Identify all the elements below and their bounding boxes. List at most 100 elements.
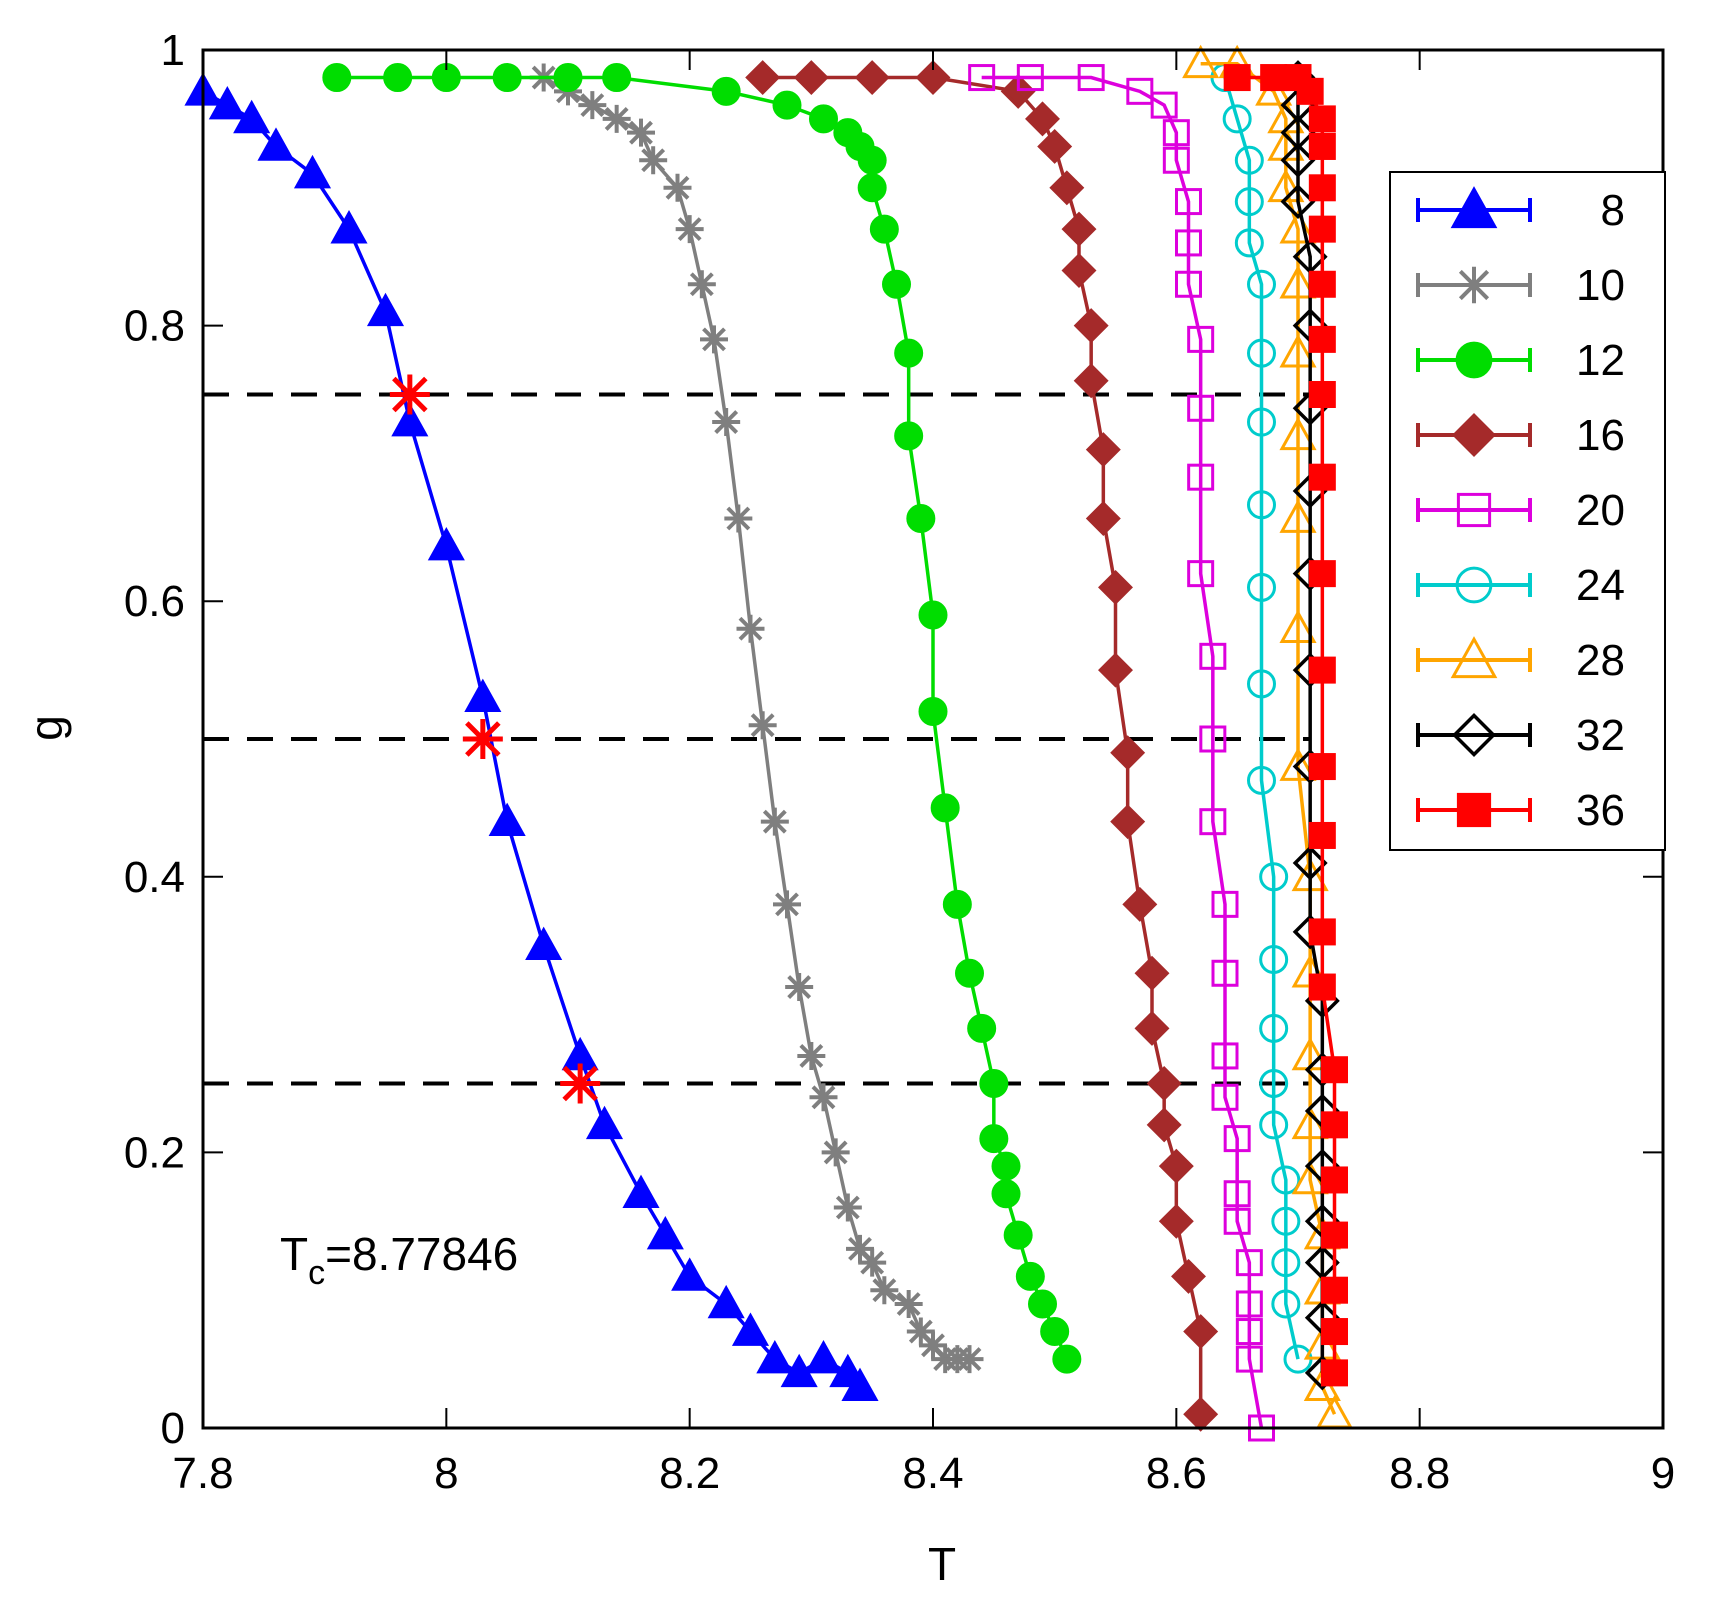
legend-label: 36 — [1576, 786, 1625, 835]
data-point — [967, 1013, 997, 1043]
data-point — [622, 1174, 660, 1209]
data-point — [1234, 187, 1264, 217]
data-point — [1296, 77, 1324, 105]
data-point — [809, 1083, 838, 1112]
data-point — [1126, 77, 1154, 105]
data-point — [731, 1312, 770, 1346]
critical-temperature-annotation: Tc=8.77846 — [280, 1228, 518, 1292]
data-point — [858, 1248, 887, 1277]
data-point — [1171, 1258, 1206, 1294]
data-point — [1308, 215, 1336, 243]
series-10 — [529, 63, 984, 1374]
data-point — [773, 890, 801, 919]
highlight-star — [462, 719, 503, 759]
data-point — [919, 1331, 947, 1360]
data-point — [906, 504, 936, 534]
legend-label: 20 — [1576, 486, 1625, 535]
legend-entry-36: 36 — [1416, 786, 1625, 835]
x-tick-label: 8.6 — [1146, 1449, 1207, 1498]
x-tick-label: 8 — [434, 1449, 458, 1498]
data-point — [712, 408, 741, 437]
data-point — [1199, 808, 1227, 836]
x-tick-label: 8.4 — [902, 1449, 963, 1498]
data-point — [906, 1317, 935, 1346]
legend-label: 16 — [1576, 411, 1625, 460]
data-point — [1211, 1083, 1239, 1111]
data-point — [1175, 188, 1202, 216]
series-line — [1223, 77, 1300, 1360]
data-point — [894, 421, 924, 451]
data-point — [745, 60, 781, 96]
data-point — [1223, 1180, 1251, 1208]
data-point — [1085, 501, 1121, 536]
legend-entry-24: 24 — [1416, 561, 1625, 610]
data-point — [1308, 381, 1336, 408]
data-point — [585, 1105, 624, 1140]
series-24 — [1210, 63, 1313, 1374]
data-point — [492, 63, 522, 93]
data-point — [1146, 1107, 1182, 1143]
data-point — [1279, 609, 1317, 644]
data-point — [1211, 1042, 1239, 1070]
data-point — [857, 145, 887, 175]
data-point — [1187, 463, 1215, 491]
data-point — [1259, 1110, 1289, 1140]
data-point — [979, 1069, 1009, 1098]
data-point — [809, 104, 838, 134]
series-line — [762, 75, 1203, 1415]
data-point — [1279, 334, 1317, 368]
data-point — [1052, 1344, 1082, 1374]
series-16 — [745, 60, 1219, 1432]
data-point — [1271, 1248, 1301, 1278]
data-point — [257, 127, 295, 161]
y-tick-label: 0 — [161, 1404, 185, 1453]
axis-ticks: 7.8 8 8.2 8.4 8.6 8.8 9 0 0.2 0.4 0.6 0.8 1 — [124, 26, 1675, 1498]
data-point — [602, 104, 631, 133]
data-point — [1187, 394, 1215, 422]
series-line — [1296, 77, 1325, 1373]
y-tick-label: 0.4 — [124, 853, 185, 902]
data-point — [711, 76, 741, 106]
data-point — [1321, 1056, 1348, 1084]
data-point — [1077, 64, 1105, 92]
data-point — [1122, 886, 1158, 922]
data-point — [724, 504, 753, 533]
data-point — [1321, 1221, 1348, 1249]
series-12 — [322, 63, 1082, 1374]
data-point — [1110, 804, 1146, 840]
x-tick-label: 9 — [1651, 1449, 1675, 1498]
data-point — [1098, 652, 1133, 688]
reference-lines — [203, 392, 1311, 1086]
y-tick-label: 0.6 — [124, 577, 185, 626]
data-point — [1308, 753, 1336, 781]
data-point — [1321, 1318, 1348, 1346]
data-point — [1183, 1396, 1219, 1432]
legend-entry-10: 10 — [1416, 261, 1625, 310]
highlight-layer — [389, 374, 601, 1104]
highlight-star — [389, 374, 430, 415]
data-point — [1234, 228, 1264, 258]
legend-entry-28: 28 — [1416, 636, 1625, 685]
data-point — [1223, 1207, 1251, 1235]
data-point — [1134, 1010, 1170, 1046]
data-point — [1061, 253, 1097, 288]
data-point — [857, 173, 887, 203]
data-point — [1247, 338, 1276, 368]
data-point — [1271, 1165, 1301, 1195]
annotation-value: =8.77846 — [325, 1228, 518, 1280]
data-point — [1158, 1148, 1194, 1184]
data-point — [1455, 266, 1493, 304]
data-point — [1073, 363, 1109, 399]
data-point — [464, 678, 502, 712]
data-point — [1455, 566, 1493, 604]
data-point — [1308, 105, 1336, 133]
data-point — [1175, 270, 1202, 298]
annotation-subscript: c — [308, 1254, 325, 1292]
data-point — [1321, 1111, 1348, 1139]
data-point — [869, 214, 899, 244]
x-tick-label: 8.2 — [659, 1449, 720, 1498]
data-point — [1187, 325, 1215, 353]
data-point — [1259, 1013, 1289, 1043]
data-point — [1280, 184, 1316, 220]
data-point — [1308, 656, 1336, 684]
